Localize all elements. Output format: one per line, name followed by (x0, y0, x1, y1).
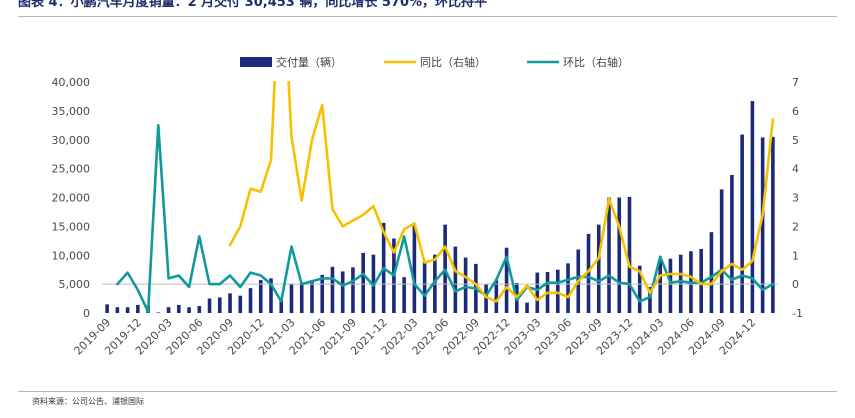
bar (596, 224, 601, 313)
left-axis-tick-label: 35,000 (52, 105, 91, 118)
bar (197, 306, 202, 313)
bar (269, 278, 273, 313)
bar (105, 304, 109, 313)
bar (136, 304, 140, 313)
bar (566, 263, 570, 313)
bar (463, 257, 468, 313)
bar (750, 101, 755, 314)
bar (453, 246, 458, 313)
bottom-divider (18, 391, 837, 392)
bar (586, 233, 591, 313)
bar (658, 261, 663, 313)
bar (351, 267, 355, 313)
chart-title: 图表 4：小鹏汽车月度销量：2 月交付 30,453 辆，同比增长 570%，环… (18, 0, 488, 10)
bar (299, 283, 304, 313)
bar (412, 224, 417, 313)
chart-canvas: 交付量（辆） 同比（右轴） 环比（右轴） 0 5,000 10,000 15,000 20,… (52, 55, 803, 358)
bar (340, 271, 345, 313)
bar (207, 298, 212, 313)
bar (361, 252, 365, 313)
left-axis-tick-label: 5,000 (59, 278, 91, 291)
bar (699, 248, 703, 313)
bar (156, 312, 161, 313)
bar (504, 247, 509, 313)
bar (320, 274, 325, 313)
right-axis-tick-label: 7 (792, 76, 799, 89)
bar (535, 272, 540, 313)
bar (217, 297, 222, 313)
bar (607, 197, 611, 313)
right-axis-tick-label: 1 (792, 249, 799, 262)
bar (166, 307, 171, 313)
bar (422, 261, 427, 313)
bar (177, 304, 181, 313)
legend-label: 环比（右轴） (563, 55, 629, 69)
legend-label: 同比（右轴） (420, 55, 486, 69)
bar (771, 136, 775, 313)
left-axis-tick-label: 25,000 (52, 163, 91, 176)
bar (637, 265, 642, 313)
bar (709, 232, 714, 313)
right-axis-tick-label: 2 (792, 220, 799, 233)
left-axis-tick-label: 40,000 (52, 76, 91, 89)
right-axis-tick-label: 0 (792, 278, 799, 291)
bar (289, 283, 294, 313)
left-axis-tick-label: 30,000 (52, 134, 91, 147)
line-series (116, 81, 775, 313)
left-axis-tick-label: 20,000 (52, 192, 91, 205)
left-axis-tick-label: 0 (83, 307, 90, 320)
source-note: 资料来源：公司公告、浦银国际 (32, 397, 144, 406)
bar (494, 279, 499, 313)
left-axis-tick-label: 15,000 (52, 220, 91, 233)
left-axis-tick-label: 10,000 (52, 249, 91, 262)
bar (238, 295, 243, 313)
bar (125, 307, 130, 313)
right-axis-tick-label: -1 (792, 307, 803, 320)
bar (115, 307, 120, 313)
yoy-line (228, 81, 775, 303)
bar (627, 196, 632, 313)
bar (248, 288, 253, 313)
bar (648, 287, 652, 313)
bar (228, 293, 232, 313)
bar (484, 284, 488, 313)
bar (668, 258, 673, 313)
bar (740, 134, 744, 313)
bar (402, 277, 406, 313)
bar (760, 137, 765, 313)
right-axis-tick-label: 4 (792, 163, 799, 176)
top-divider (18, 16, 837, 17)
bar (555, 269, 560, 313)
legend-swatch-bar (240, 57, 272, 67)
bar (525, 302, 529, 313)
bar (258, 280, 263, 313)
legend-label: 交付量（辆） (276, 55, 342, 69)
bar (310, 280, 314, 313)
bar (187, 307, 191, 313)
bar (330, 266, 335, 313)
right-axis-tick-label: 5 (792, 134, 799, 147)
bar (279, 300, 284, 313)
bar (617, 197, 622, 313)
mom-line (116, 124, 775, 313)
right-axis-tick-label: 3 (792, 192, 799, 205)
right-axis-tick-label: 6 (792, 105, 799, 118)
chart-legend: 交付量（辆） 同比（右轴） 环比（右轴） (240, 55, 629, 69)
bar (719, 189, 724, 313)
bar (730, 174, 734, 313)
